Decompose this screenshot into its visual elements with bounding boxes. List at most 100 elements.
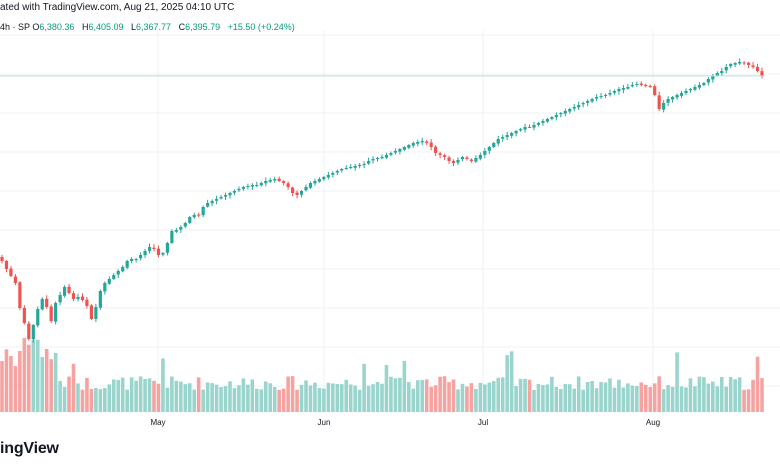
low-value: 6,367.77 bbox=[136, 22, 172, 32]
candle bbox=[282, 180, 286, 186]
brand-text: ingView bbox=[0, 440, 59, 457]
candle-body bbox=[282, 181, 286, 183]
candle-body bbox=[505, 135, 509, 138]
volume-bar bbox=[187, 383, 192, 412]
volume-bar bbox=[49, 359, 53, 412]
candle-body bbox=[755, 66, 760, 71]
candle bbox=[268, 177, 272, 183]
candle bbox=[572, 103, 576, 112]
volume-bar bbox=[214, 384, 219, 412]
candle bbox=[130, 257, 134, 264]
candle-body bbox=[411, 143, 415, 146]
candle bbox=[152, 244, 156, 252]
candle bbox=[286, 181, 290, 190]
candle-body bbox=[447, 157, 451, 161]
volume-bar bbox=[143, 378, 147, 412]
volume-bar bbox=[317, 387, 322, 412]
candle-body bbox=[264, 181, 268, 184]
candle-body bbox=[232, 191, 237, 193]
candle bbox=[389, 151, 393, 157]
volume-bar bbox=[295, 389, 299, 412]
candle-body bbox=[152, 247, 156, 249]
candle-body bbox=[366, 161, 371, 164]
candle-body bbox=[451, 160, 456, 163]
ohlc-legend: 4h · SP O6,380.36 H6,405.09 L6,367.77 C6… bbox=[0, 20, 300, 34]
volume-bar bbox=[420, 380, 425, 412]
candle-body bbox=[36, 309, 40, 326]
volume-bar bbox=[702, 377, 706, 412]
volume-bar bbox=[366, 385, 371, 412]
candle bbox=[375, 156, 380, 162]
candle-body bbox=[563, 111, 567, 114]
volume-bar bbox=[433, 385, 438, 412]
candle bbox=[460, 155, 465, 162]
volume-bar bbox=[76, 383, 80, 412]
volume-bar bbox=[679, 386, 684, 412]
candle bbox=[27, 321, 31, 341]
volume-bar bbox=[18, 350, 22, 412]
candle-body bbox=[353, 166, 357, 168]
close-label: C bbox=[178, 22, 186, 32]
candle-body bbox=[241, 187, 246, 189]
candle bbox=[612, 89, 617, 95]
candle-body bbox=[438, 153, 442, 155]
candle bbox=[724, 63, 728, 74]
candle bbox=[22, 305, 26, 325]
candle bbox=[304, 184, 308, 192]
volume-bar bbox=[474, 389, 478, 412]
candle bbox=[76, 293, 80, 302]
volume-bar bbox=[53, 352, 58, 412]
candle-body bbox=[362, 164, 366, 166]
volume-bar bbox=[348, 384, 353, 412]
volume-bar bbox=[760, 378, 764, 412]
volume-bar bbox=[697, 376, 702, 412]
candle bbox=[170, 229, 174, 244]
candle-body bbox=[94, 307, 98, 319]
candle-body bbox=[290, 187, 295, 193]
volume-bar bbox=[22, 338, 27, 412]
candle-body bbox=[679, 93, 684, 96]
candle bbox=[317, 177, 322, 183]
candle bbox=[456, 157, 460, 166]
low-label: L bbox=[131, 22, 137, 32]
candle-body bbox=[742, 62, 746, 64]
candle bbox=[250, 183, 254, 190]
candle bbox=[214, 195, 219, 205]
candle bbox=[434, 145, 438, 157]
candle-body bbox=[58, 295, 62, 303]
volume-bar bbox=[120, 377, 125, 412]
candle bbox=[465, 155, 469, 161]
candle-body bbox=[49, 306, 53, 321]
candle bbox=[474, 155, 478, 163]
candle bbox=[188, 215, 192, 225]
candle-body bbox=[223, 195, 228, 197]
candle-body bbox=[40, 299, 44, 310]
candle-body bbox=[420, 141, 424, 143]
volume-bar bbox=[67, 376, 71, 412]
candle bbox=[492, 142, 496, 149]
candle bbox=[594, 94, 599, 102]
candle bbox=[510, 131, 514, 139]
candle-body bbox=[706, 79, 710, 83]
candle bbox=[228, 191, 232, 199]
candle bbox=[693, 84, 697, 91]
volume-bar bbox=[550, 376, 554, 412]
volume-bar bbox=[205, 382, 210, 412]
volume-bar bbox=[134, 380, 138, 412]
volume-bar bbox=[380, 383, 384, 412]
candle bbox=[165, 241, 170, 256]
change-value: +15.50 (+0.24%) bbox=[227, 22, 295, 32]
volume-bar bbox=[103, 388, 107, 412]
candle-body bbox=[27, 323, 31, 339]
candle-body bbox=[219, 197, 223, 199]
volume-bar bbox=[85, 377, 89, 412]
volume-bar bbox=[0, 361, 4, 412]
candle bbox=[107, 276, 111, 285]
candlestick-chart[interactable]: May Jun Jul Aug bbox=[0, 0, 780, 430]
candle bbox=[536, 121, 541, 127]
candle bbox=[138, 252, 143, 261]
volume-bar bbox=[331, 383, 335, 412]
candle bbox=[201, 205, 205, 218]
candle-body bbox=[554, 115, 558, 118]
candle bbox=[246, 183, 250, 190]
